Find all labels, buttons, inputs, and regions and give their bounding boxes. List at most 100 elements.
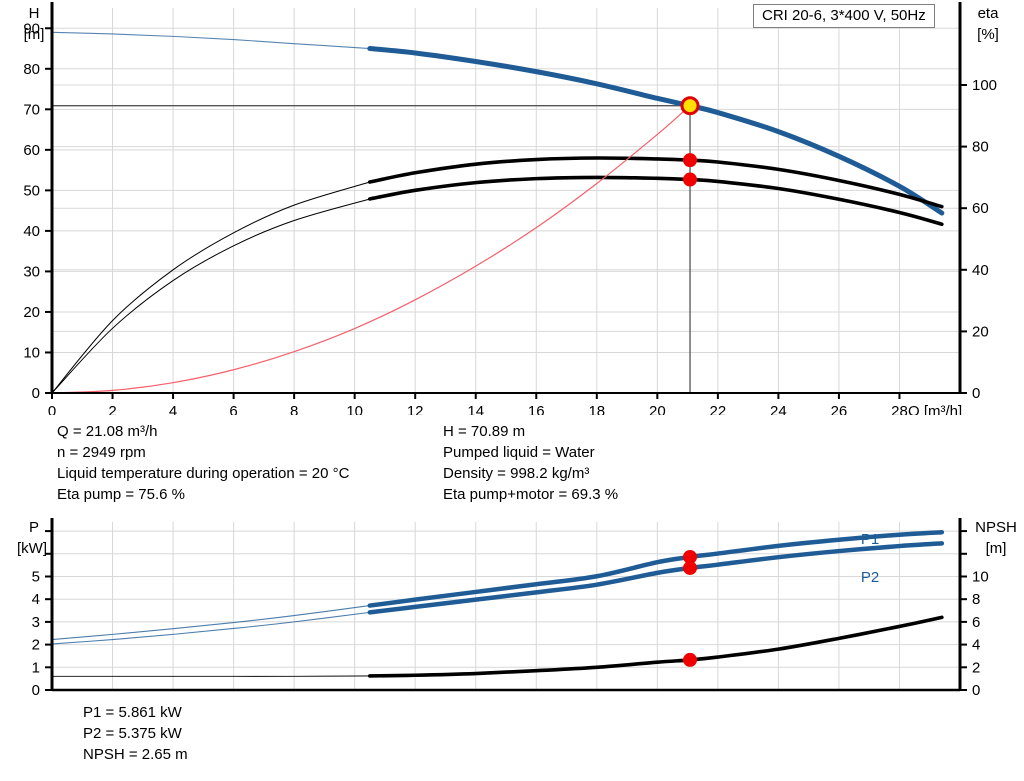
p1-point <box>683 549 698 564</box>
svg-text:0: 0 <box>32 385 40 402</box>
svg-text:20: 20 <box>649 403 666 415</box>
svg-text:5: 5 <box>32 568 40 585</box>
left-axis-title-h: H <box>29 5 40 22</box>
svg-text:30: 30 <box>23 263 40 280</box>
svg-text:22: 22 <box>710 403 727 415</box>
pump-model-title-box: CRI 20-6, 3*400 V, 50Hz <box>753 4 935 28</box>
right-axis-title-eta: eta <box>978 5 1000 22</box>
right-axis-title-npsh: NPSH <box>975 519 1017 536</box>
svg-text:40: 40 <box>23 223 40 240</box>
svg-text:50: 50 <box>23 182 40 199</box>
svg-text:80: 80 <box>972 139 989 156</box>
curve-eta-pump-thick <box>368 156 944 209</box>
svg-text:28: 28 <box>891 403 908 415</box>
series-label-p2: P2 <box>861 569 879 586</box>
duty-guide-lines <box>52 105 691 393</box>
info-pumped-liquid: Pumped liquid = Water <box>443 444 595 461</box>
info-density: Density = 998.2 kg/m³ <box>443 465 590 482</box>
eta-pump-motor-point <box>683 172 698 187</box>
curve-p1-thick <box>367 529 945 608</box>
svg-text:0: 0 <box>972 682 980 699</box>
info-npsh: NPSH = 2.65 m <box>83 746 188 763</box>
svg-text:4: 4 <box>972 637 980 654</box>
svg-text:2: 2 <box>108 403 116 415</box>
svg-text:0: 0 <box>48 403 56 415</box>
bottom-gridlines <box>51 522 961 690</box>
x-axis-title: Q [m³/h] <box>908 403 962 415</box>
top-axis-titles: H [m] eta [%] Q [m³/h] <box>24 5 1000 415</box>
svg-text:8: 8 <box>972 591 980 608</box>
duty-point-info-column-1: Q = 21.08 m³/h n = 2949 rpm Liquid tempe… <box>57 421 349 505</box>
top-gridlines <box>51 8 960 393</box>
top-markers <box>680 96 700 187</box>
left-axis-title-unit: [kW] <box>17 540 47 557</box>
svg-text:90: 90 <box>23 20 40 37</box>
svg-text:80: 80 <box>23 61 40 78</box>
info-h: H = 70.89 m <box>443 423 526 440</box>
left-axis-title-unit: [m] <box>24 26 45 43</box>
curve-h-head--thin <box>51 31 370 50</box>
npsh-point <box>683 652 698 667</box>
p2-point <box>683 560 698 575</box>
svg-text:1: 1 <box>32 659 40 676</box>
svg-text:8: 8 <box>290 403 298 415</box>
svg-text:14: 14 <box>467 403 484 415</box>
svg-text:12: 12 <box>407 403 424 415</box>
duty-point-info-column-2: H = 70.89 m Pumped liquid = Water Densit… <box>443 421 618 505</box>
right-axis-title-unit: [m] <box>986 540 1007 557</box>
top-curves <box>51 31 945 394</box>
curve-eta-pump-motor-thin <box>51 198 370 394</box>
svg-text:6: 6 <box>972 614 980 631</box>
curve-system <box>51 105 691 394</box>
svg-text:4: 4 <box>32 591 40 608</box>
svg-text:100: 100 <box>972 77 997 94</box>
svg-text:10: 10 <box>346 403 363 415</box>
curve-h-head--thick <box>367 46 945 216</box>
svg-text:40: 40 <box>972 262 989 279</box>
svg-text:20: 20 <box>972 323 989 340</box>
curve-p1-thin <box>51 605 370 641</box>
svg-text:16: 16 <box>528 403 545 415</box>
svg-text:10: 10 <box>23 344 40 361</box>
bottom-axes <box>50 518 962 692</box>
bottom-curves <box>51 529 945 678</box>
bottom-markers <box>683 549 698 667</box>
eta-pump-point <box>683 153 698 168</box>
curve-p2-thick <box>367 541 945 615</box>
bottom-tick-labels: 0 1 2 3 4 5 0 2 4 6 8 10 <box>32 530 989 699</box>
curve-eta-pump-motor-thick <box>368 175 944 227</box>
info-p2: P2 = 5.375 kW <box>83 725 182 742</box>
curve-p2-thin <box>51 611 370 645</box>
svg-text:60: 60 <box>23 142 40 159</box>
curve-npsh-thick <box>368 615 944 678</box>
svg-text:26: 26 <box>831 403 848 415</box>
curve-eta-pump-thin <box>51 181 370 394</box>
info-q: Q = 21.08 m³/h <box>57 423 158 440</box>
svg-text:2: 2 <box>972 659 980 676</box>
pump-model-title: CRI 20-6, 3*400 V, 50Hz <box>762 7 926 24</box>
bottom-series-labels: P1 P2 <box>861 531 879 586</box>
svg-text:20: 20 <box>23 304 40 321</box>
info-liquid-temperature: Liquid temperature during operation = 20… <box>57 465 350 482</box>
svg-text:2: 2 <box>32 637 40 654</box>
svg-text:24: 24 <box>770 403 787 415</box>
svg-text:3: 3 <box>32 614 40 631</box>
power-info-block: P1 = 5.861 kW P2 = 5.375 kW NPSH = 2.65 … <box>83 702 188 765</box>
svg-text:0: 0 <box>972 385 980 402</box>
svg-text:70: 70 <box>23 101 40 118</box>
info-p1: P1 = 5.861 kW <box>83 704 182 721</box>
series-label-p1: P1 <box>861 531 879 548</box>
power-npsh-chart: 0 1 2 3 4 5 0 2 4 6 8 10 P [kW] NPSH [m] P1 P2 <box>17 518 1017 699</box>
svg-text:4: 4 <box>169 403 177 415</box>
svg-text:60: 60 <box>972 200 989 217</box>
duty-point <box>680 96 700 116</box>
bottom-axis-titles: P [kW] NPSH [m] <box>17 519 1017 557</box>
info-eta-pump-motor: Eta pump+motor = 69.3 % <box>443 486 619 503</box>
right-axis-title-unit: [%] <box>977 26 999 43</box>
svg-text:6: 6 <box>229 403 237 415</box>
info-eta-pump: Eta pump = 75.6 % <box>57 486 185 503</box>
svg-text:10: 10 <box>972 568 989 585</box>
